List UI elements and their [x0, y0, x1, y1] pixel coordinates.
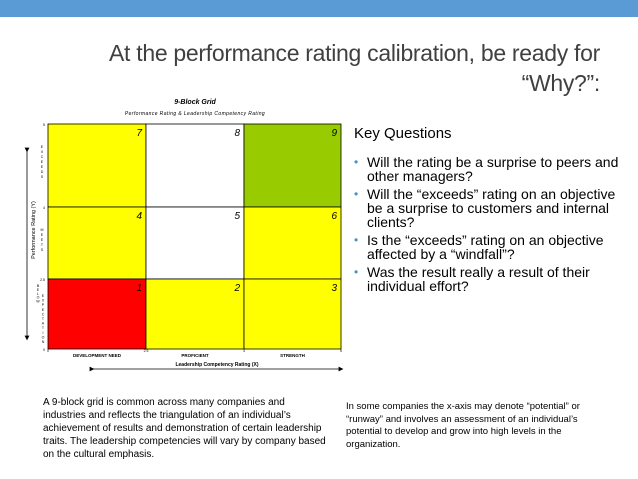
key-questions-panel: Key Questions • Will the rating be a surp… — [354, 125, 624, 297]
key-question-text: Is the “exceeds” rating on an objective … — [367, 232, 604, 262]
grid-cell-number: 6 — [331, 211, 337, 222]
key-questions-heading: Key Questions — [354, 125, 452, 142]
grid-cell-number: 4 — [136, 211, 142, 222]
grid-column-label: STRENGTH — [280, 353, 305, 358]
key-question-text: Was the result really a result of their … — [367, 264, 590, 294]
x-axis-potential-note: In some companies the x-axis may denote … — [346, 401, 580, 450]
key-question-item: • Will the rating be a surprise to peers … — [354, 155, 624, 183]
row-letter-label: T — [41, 243, 44, 247]
row-letter-label: E — [41, 145, 44, 149]
y-tick-label: 4 — [43, 206, 45, 210]
row-letter-label: S — [41, 175, 44, 179]
grid-cell — [243, 278, 342, 350]
row-letter-label: O — [42, 335, 45, 339]
row-letter-label: W — [36, 300, 40, 304]
grid-cell — [145, 206, 245, 280]
grid-cell-number: 2 — [233, 283, 240, 294]
grid-column-label: PROFICIENT — [181, 353, 209, 358]
row-letter-label: B — [37, 284, 40, 288]
key-question-item: • Was the result really a result of their… — [354, 265, 624, 293]
grid-cell-number: 7 — [136, 128, 142, 139]
grid-cell — [243, 123, 342, 208]
row-letter-label: T — [42, 317, 45, 321]
row-letter-label: X — [41, 150, 44, 154]
grid-cell-number: 8 — [234, 128, 240, 139]
row-letter-label: E — [42, 308, 45, 312]
grid-cell — [47, 123, 147, 208]
key-question-text: Will the “exceeds” rating on an objectiv… — [367, 186, 616, 230]
row-letter-label: E — [41, 160, 44, 164]
grid-cell — [47, 206, 147, 280]
y-tick-label: 2.5 — [40, 278, 45, 282]
key-question-item: • Is the “exceeds” rating on an objective… — [354, 233, 624, 261]
grid-cell-number: 1 — [136, 283, 142, 294]
slide-title: At the performance rating calibration, b… — [40, 38, 600, 98]
grid-subtitle: Performance Rating & Leadership Competen… — [124, 111, 266, 117]
grid-explanation-note: A 9-block grid is common across many com… — [43, 397, 326, 460]
row-letter-label: E — [41, 233, 44, 237]
row-letter-label: E — [37, 288, 40, 292]
row-letter-label: C — [41, 155, 44, 159]
grid-column-label: DEVELOPMENT NEED — [73, 353, 122, 358]
row-letter-label: E — [41, 238, 44, 242]
grid-cell-number: 9 — [331, 128, 337, 139]
bullet-icon: • — [354, 233, 359, 247]
slide-title-line-1: At the performance rating calibration, b… — [109, 40, 600, 66]
key-question-text: Will the rating be a surprise to peers a… — [367, 154, 619, 184]
grid-cell — [145, 123, 245, 208]
row-letter-label: S — [41, 248, 44, 252]
x-tick-label: 0 — [47, 349, 49, 353]
row-letter-label: M — [41, 228, 44, 232]
y-tick-label: 5 — [43, 123, 45, 127]
bullet-icon: • — [354, 155, 359, 169]
row-letter-label: L — [37, 292, 39, 296]
row-letter-label: E — [41, 165, 44, 169]
row-letter-label: N — [42, 340, 45, 344]
row-letter-label: P — [42, 303, 45, 307]
x-axis-label: Leadership Competency Rating (X) — [175, 362, 258, 368]
grid-cell-number: 5 — [234, 211, 240, 222]
row-letter-label: A — [42, 322, 45, 326]
row-letter-label: C — [42, 312, 45, 316]
y-tick-label: 0 — [43, 348, 45, 352]
grid-cell — [47, 278, 147, 350]
row-letter-label: X — [42, 299, 45, 303]
row-letter-label: I — [43, 331, 44, 335]
bullet-icon: • — [354, 265, 359, 279]
grid-cell — [243, 206, 342, 280]
grid-title: 9-Block Grid — [174, 99, 216, 106]
grid-cell-number: 3 — [331, 283, 337, 294]
x-tick-label: 2.5 — [144, 349, 149, 353]
key-questions-list: • Will the rating be a surprise to peers … — [354, 155, 624, 293]
x-tick-label: 4 — [243, 349, 245, 353]
row-letter-label: E — [42, 294, 45, 298]
y-axis-label: Performance Rating (Y) — [31, 201, 37, 259]
x-tick-label: 5 — [340, 349, 342, 353]
grid-cell — [145, 278, 245, 350]
slide-title-line-2: “Why?”: — [521, 70, 601, 96]
row-letter-label: T — [42, 326, 45, 330]
key-question-item: • Will the “exceeds” rating on an objecti… — [354, 187, 624, 229]
row-letter-label: D — [41, 170, 44, 174]
row-letter-label: O — [37, 296, 40, 300]
top-accent-bar — [0, 0, 638, 17]
bullet-icon: • — [354, 187, 359, 201]
